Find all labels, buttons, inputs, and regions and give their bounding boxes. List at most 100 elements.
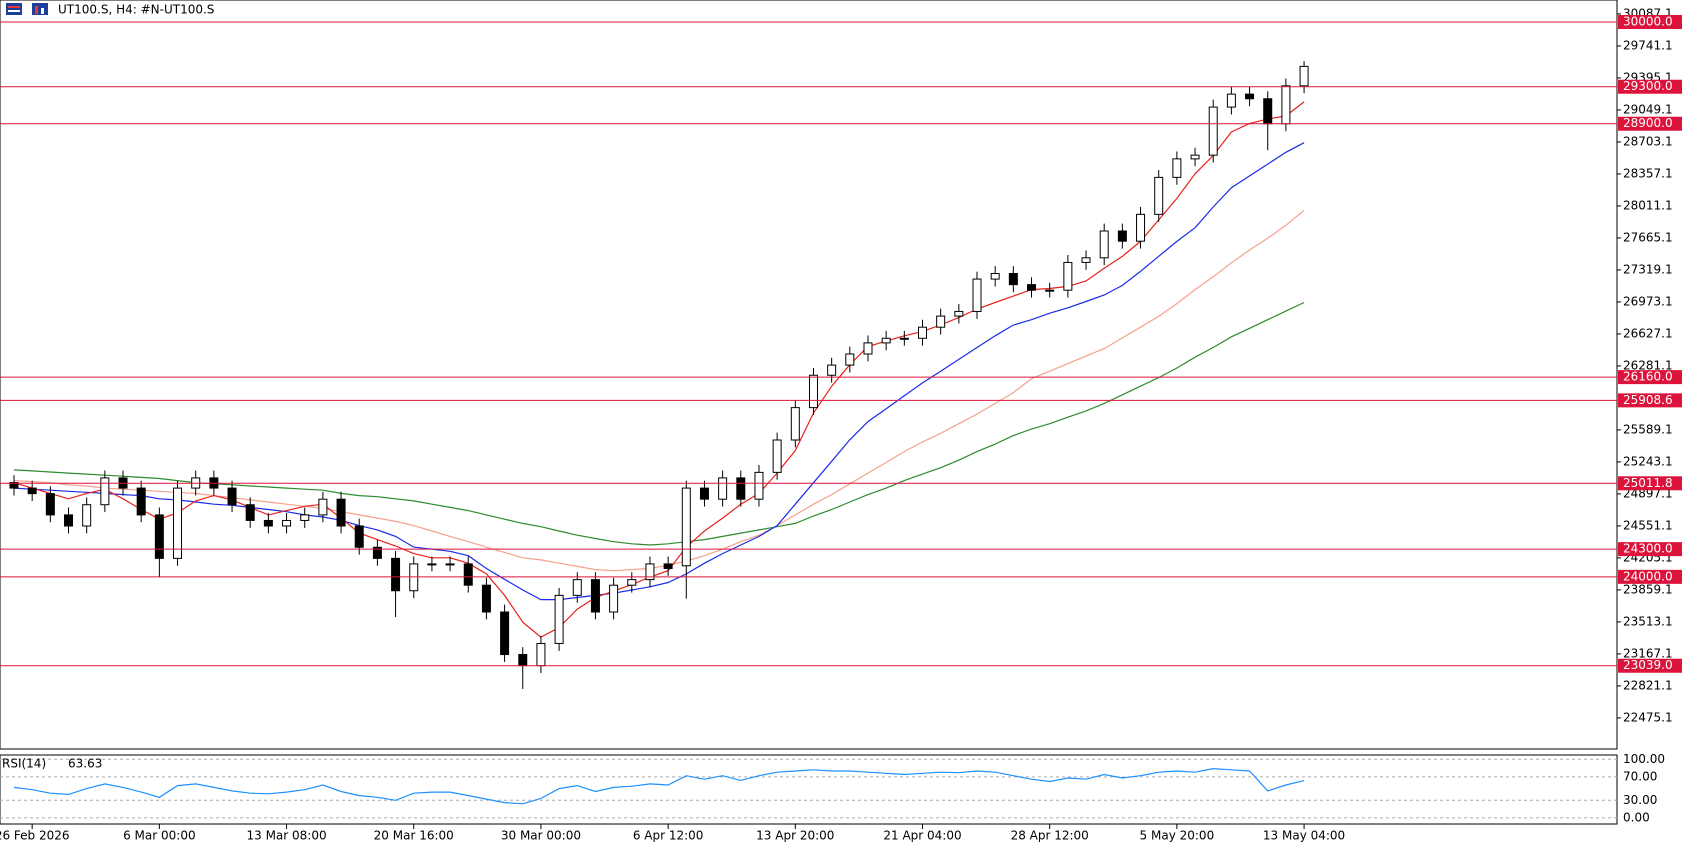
candle-body: [790, 407, 800, 441]
candle-body: [572, 579, 582, 596]
candle-body: [64, 514, 74, 527]
candle-body: [1081, 257, 1091, 263]
indicator-label: RSI(14): [2, 757, 46, 771]
y-tick-label: 22475.1: [1623, 710, 1673, 724]
level-label-box: [1618, 116, 1682, 131]
candle-body: [990, 273, 1000, 280]
candle-body: [1117, 230, 1127, 242]
x-tick-label: 30 Mar 00:00: [501, 829, 581, 843]
level-label: 24300.0: [1623, 542, 1673, 556]
candle-body: [173, 487, 183, 559]
x-tick-label: 26 Feb 2026: [0, 829, 70, 843]
level-label: 23039.0: [1623, 658, 1673, 672]
candle-body: [899, 337, 909, 340]
level-label-box: [1618, 79, 1682, 94]
icon: [6, 3, 22, 15]
candle-body: [82, 504, 92, 527]
candle-body: [863, 342, 873, 355]
candle-body: [1281, 85, 1291, 125]
candle-body: [391, 557, 401, 592]
level-label-box: [1618, 15, 1682, 30]
toolbar-icons: [6, 3, 48, 15]
icon: [32, 3, 48, 15]
candle-body: [536, 642, 546, 667]
candle-body: [1027, 284, 1037, 291]
level-label: 28900.0: [1623, 116, 1673, 130]
candle-body: [590, 579, 600, 613]
candle-body: [827, 364, 837, 376]
y-tick-label: 25243.1: [1623, 454, 1673, 468]
pane-frame: [0, 0, 1618, 750]
y-tick-label: 28357.1: [1623, 166, 1673, 180]
candle-body: [627, 579, 637, 586]
y-tick-label: 25589.1: [1623, 422, 1673, 436]
candle-body: [754, 471, 764, 500]
candle-body: [227, 487, 237, 506]
icon: [35, 6, 38, 14]
candle-body: [736, 477, 746, 500]
icon: [8, 10, 20, 12]
candle-body: [500, 611, 510, 656]
y-tick-label: 28011.1: [1623, 198, 1673, 212]
x-tick-label: 13 May 04:00: [1263, 829, 1345, 843]
symbol-title: UT100.S, H4: #N-UT100.S: [58, 3, 214, 17]
candle-body: [354, 525, 364, 548]
level-label: 24000.0: [1623, 569, 1673, 583]
icon: [41, 8, 44, 14]
y-tick-label: 100.00: [1623, 752, 1665, 766]
y-tick-label: 28703.1: [1623, 134, 1673, 148]
candle-body: [699, 487, 709, 500]
level-label-box: [1618, 370, 1682, 385]
y-tick-label: 26281.1: [1623, 358, 1673, 372]
x-tick-label: 20 Mar 16:00: [374, 829, 454, 843]
moving-average-line: [13, 301, 1305, 546]
candle-body: [609, 584, 619, 613]
candle-body: [318, 498, 328, 516]
candle-body: [300, 514, 310, 521]
y-tick-label: 23513.1: [1623, 614, 1673, 628]
x-tick-label: 6 Mar 00:00: [123, 829, 196, 843]
y-tick-label: 26627.1: [1623, 326, 1673, 340]
candle-body: [282, 519, 292, 527]
candle-body: [681, 487, 691, 567]
level-label-box: [1618, 476, 1682, 491]
level-label-box: [1618, 542, 1682, 557]
candle-body: [45, 493, 55, 516]
y-tick-label: 29049.1: [1623, 102, 1673, 116]
candle-body: [263, 519, 273, 527]
candle-body: [1208, 106, 1218, 156]
candle-body: [663, 563, 673, 570]
level-label-box: [1618, 393, 1682, 408]
y-tick-label: 24551.1: [1623, 518, 1673, 532]
x-tick-label: 13 Apr 20:00: [756, 829, 834, 843]
candle-body: [845, 353, 855, 366]
y-tick-label: 27665.1: [1623, 230, 1673, 244]
candle-body: [718, 477, 728, 500]
x-tick-label: 13 Mar 08:00: [246, 829, 326, 843]
candle-body: [918, 326, 927, 339]
pane-frame: [0, 754, 1618, 825]
candle-body: [1226, 93, 1236, 108]
candle-body: [772, 439, 782, 473]
y-tick-label: 23167.1: [1623, 646, 1673, 660]
indicator-value: 63.63: [68, 757, 102, 771]
candle-body: [1172, 158, 1182, 178]
x-tick-label: 5 May 20:00: [1140, 829, 1215, 843]
candle-body: [372, 546, 382, 559]
level-label-box: [1618, 569, 1682, 584]
candle-body: [481, 584, 491, 613]
x-tick-label: 28 Apr 12:00: [1011, 829, 1089, 843]
x-tick-label: 6 Apr 12:00: [633, 829, 704, 843]
y-tick-label: 0.00: [1623, 810, 1650, 824]
candle-body: [1099, 230, 1109, 259]
candle-body: [1299, 65, 1309, 87]
candle-body: [336, 498, 346, 527]
candle-body: [1045, 289, 1055, 292]
candle-body: [1154, 176, 1164, 215]
candle-body: [972, 278, 982, 312]
y-tick-label: 22821.1: [1623, 678, 1673, 692]
y-tick-label: 27319.1: [1623, 262, 1673, 276]
